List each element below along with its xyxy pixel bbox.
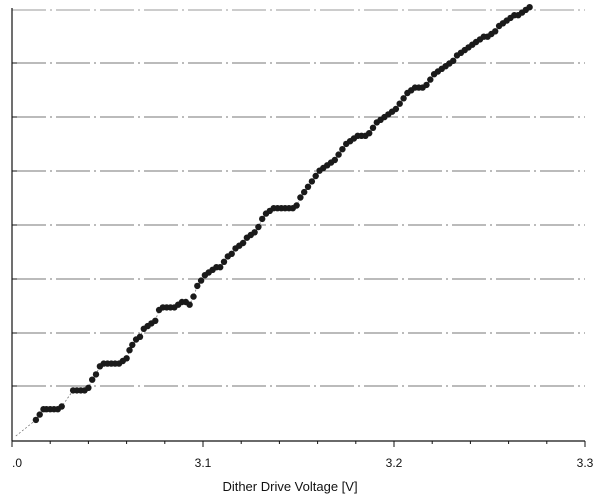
x-tick-label: 3.2 (386, 456, 403, 470)
data-point (301, 188, 308, 196)
x-ticks: .0 3.1 3.2 3.3 (11, 441, 594, 470)
data-point (239, 239, 247, 247)
x-tick-label: 3.1 (195, 456, 212, 470)
data-point (492, 28, 499, 35)
data-point (308, 178, 316, 185)
data-point (194, 282, 201, 290)
data-point (392, 105, 400, 113)
data-point (259, 215, 266, 223)
data-point (400, 95, 407, 102)
data-point (312, 172, 319, 180)
data-point (228, 250, 235, 257)
data-point (136, 333, 144, 340)
data-point (297, 194, 304, 201)
data-point (220, 258, 228, 265)
data-point (339, 146, 346, 153)
data-point (396, 100, 403, 107)
data-point (58, 403, 65, 410)
data-points (15, 3, 533, 437)
data-point (335, 151, 342, 158)
data-point (251, 229, 258, 236)
x-tick-label: .0 (12, 456, 22, 470)
x-tick-label: 3.3 (577, 456, 594, 470)
data-point (427, 76, 434, 83)
data-point (89, 376, 96, 383)
series-line (15, 6, 530, 437)
x-axis-title: Dither Drive Voltage [V] (222, 479, 357, 494)
data-point (304, 183, 312, 190)
data-point (186, 301, 193, 308)
data-point (369, 124, 377, 131)
data-point (36, 411, 43, 418)
data-point (126, 347, 133, 354)
data-point (152, 317, 159, 324)
data-point (190, 293, 197, 300)
data-point (197, 277, 205, 284)
data-point (129, 341, 136, 349)
data-point (92, 371, 100, 378)
data-point (366, 130, 373, 137)
data-point (331, 156, 338, 164)
data-point (526, 3, 533, 11)
data-point (450, 57, 457, 64)
data-point (255, 223, 262, 231)
data-point (217, 264, 224, 271)
data-point (32, 416, 40, 424)
data-point (293, 202, 300, 209)
data-point (423, 81, 430, 89)
data-point (123, 355, 130, 362)
gridlines (12, 9, 585, 387)
data-point (85, 384, 92, 391)
axes (11, 8, 585, 442)
